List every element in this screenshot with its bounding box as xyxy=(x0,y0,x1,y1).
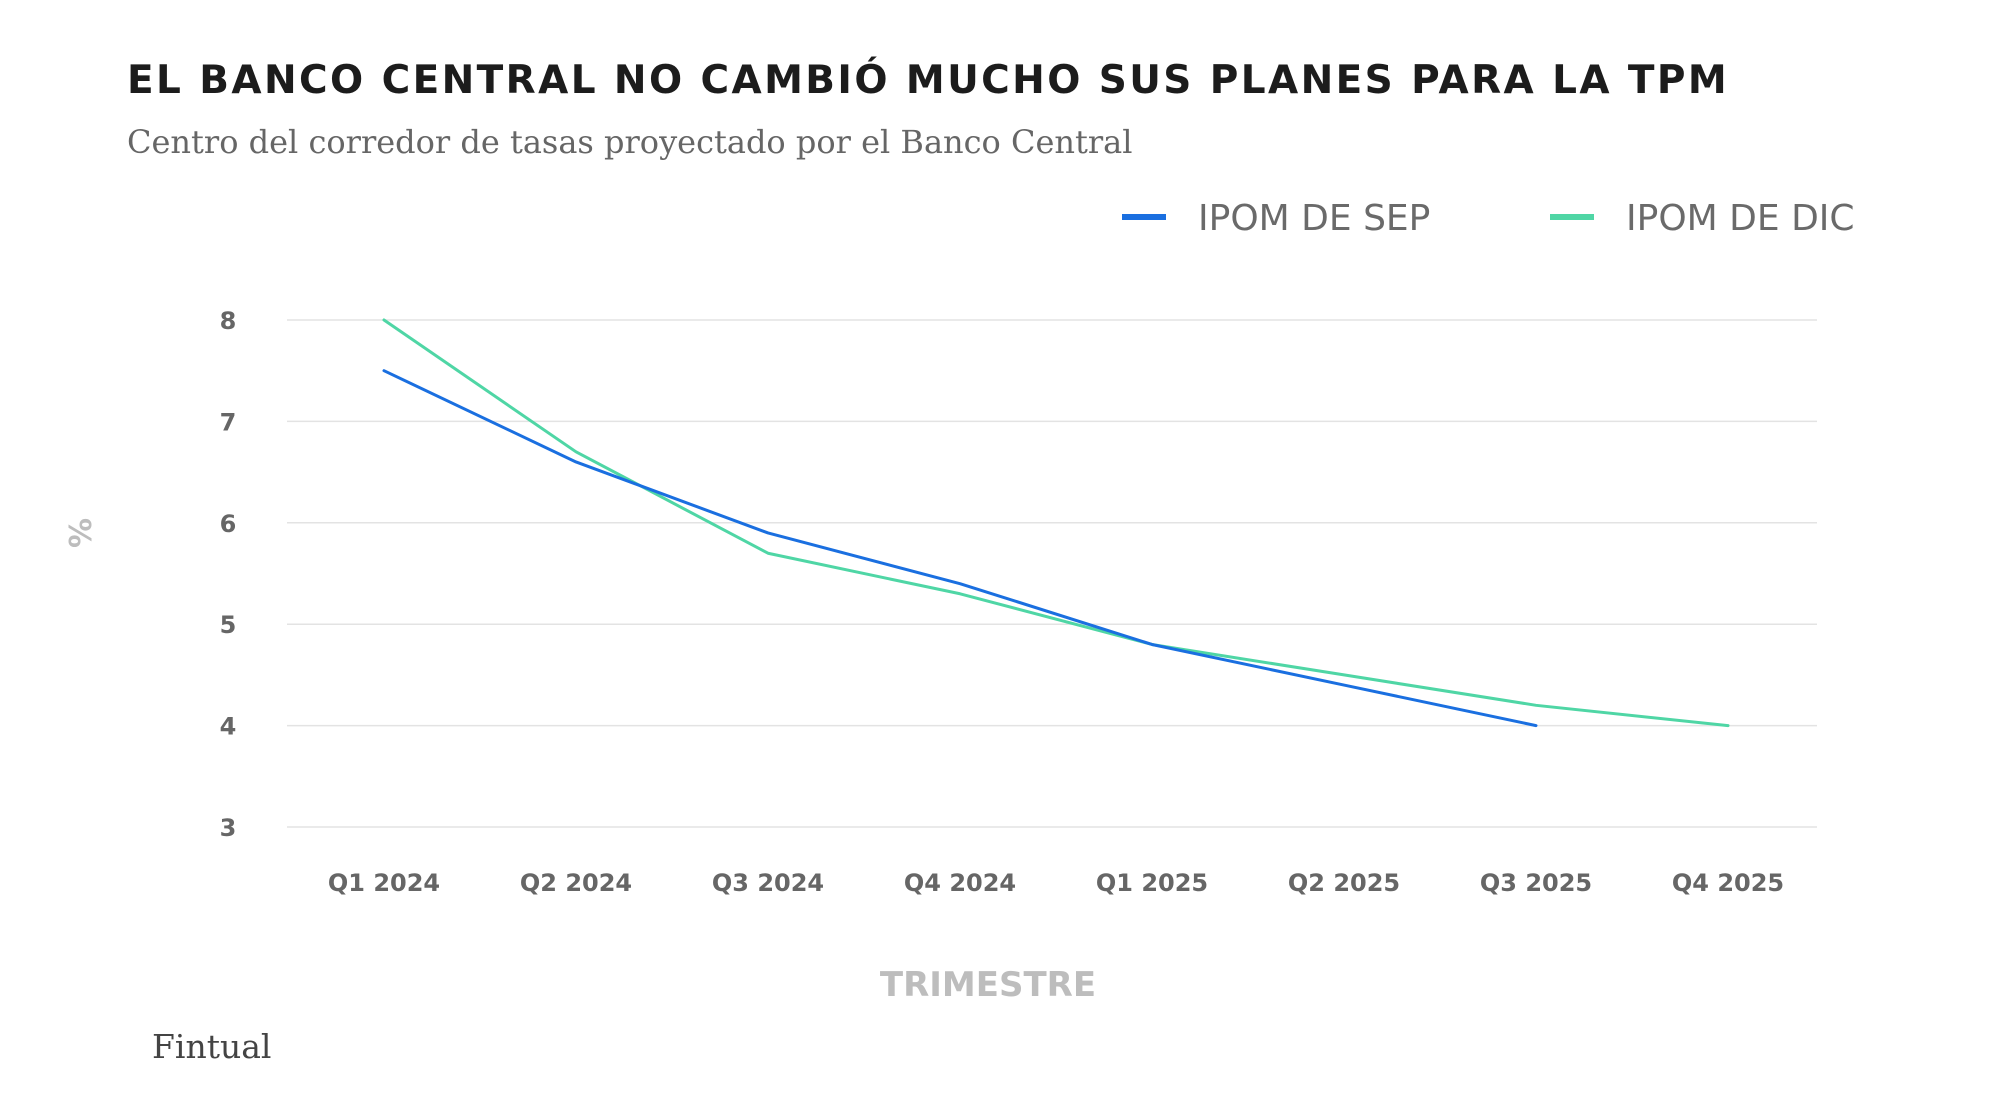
series-line-ipom-de-dic xyxy=(382,318,1730,728)
series-line-ipom-de-sep xyxy=(382,369,1538,728)
chart-subtitle: Centro del corredor de tasas proyectado … xyxy=(127,123,1133,161)
source-label: Fintual xyxy=(152,1027,272,1066)
gridlines xyxy=(287,319,1817,828)
x-axis-ticks: Q1 2024 Q2 2024 Q3 2024 Q4 2024 Q1 2025 Q2 20… xyxy=(328,869,1784,897)
series-lines xyxy=(382,318,1730,728)
legend-label-ipom-de-dic: IPOM DE DIC xyxy=(1626,198,1855,239)
x-tick-label: Q1 2025 xyxy=(1096,869,1208,897)
x-tick-label: Q3 2024 xyxy=(712,869,824,897)
x-tick-label: Q2 2024 xyxy=(520,869,632,897)
x-tick-label: Q4 2024 xyxy=(904,869,1016,897)
x-tick-label: Q4 2025 xyxy=(1672,869,1784,897)
y-tick-label: 8 xyxy=(220,307,237,335)
legend-label-ipom-de-sep: IPOM DE SEP xyxy=(1198,198,1430,239)
y-tick-label: 5 xyxy=(220,611,237,639)
x-tick-label: Q1 2024 xyxy=(328,869,440,897)
y-tick-label: 3 xyxy=(220,814,237,842)
y-tick-label: 6 xyxy=(220,510,237,538)
y-tick-label: 4 xyxy=(220,713,237,741)
x-tick-label: Q3 2025 xyxy=(1480,869,1592,897)
y-axis-ticks: 3 4 5 6 7 8 xyxy=(220,307,237,842)
x-tick-label: Q2 2025 xyxy=(1288,869,1400,897)
x-axis-title: TRIMESTRE xyxy=(880,965,1096,1005)
y-axis-title: % xyxy=(64,518,99,548)
chart-title: EL BANCO CENTRAL NO CAMBIÓ MUCHO SUS PLA… xyxy=(127,58,1730,103)
legend: IPOM DE SEP IPOM DE DIC xyxy=(1122,198,1855,239)
y-tick-label: 7 xyxy=(220,408,237,436)
